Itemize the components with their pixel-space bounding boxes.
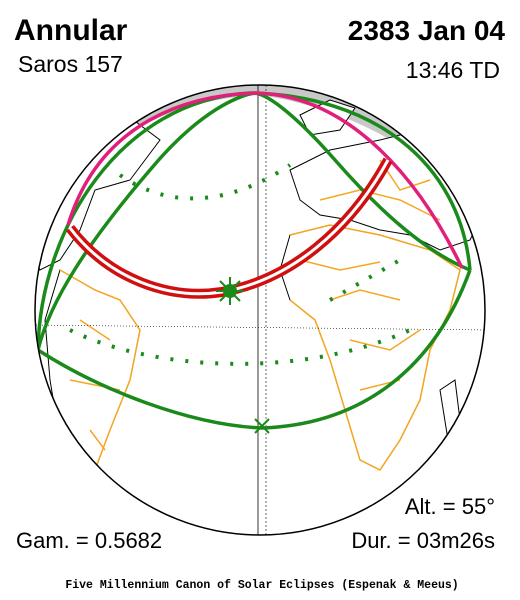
duration: Dur. = 03m26s xyxy=(351,528,495,553)
borders xyxy=(59,159,461,521)
globe xyxy=(35,85,485,535)
gamma: Gam. = 0.5682 xyxy=(16,528,162,553)
date: 2383 Jan 04 xyxy=(348,15,506,46)
saros: Saros 157 xyxy=(18,51,123,77)
night-region xyxy=(35,85,485,230)
rise-set-curve xyxy=(66,91,464,269)
globe-outline xyxy=(34,84,486,536)
eclipse-type: Annular xyxy=(14,14,128,47)
greatest-eclipse xyxy=(216,277,270,434)
time: 13:46 TD xyxy=(406,57,500,83)
altitude: Alt. = 55° xyxy=(405,494,495,519)
credit: Five Millennium Canon of Solar Eclipses … xyxy=(65,579,458,592)
dotted-curves xyxy=(69,163,411,366)
